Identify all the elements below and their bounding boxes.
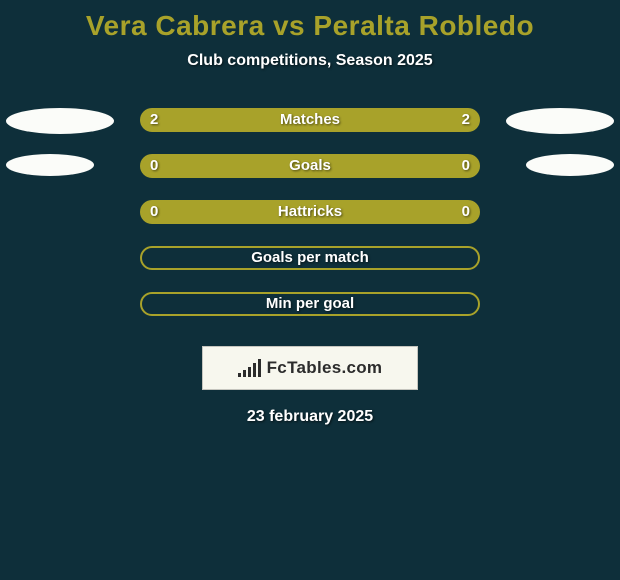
stat-bar: [140, 200, 480, 224]
player1-marker: [6, 108, 114, 134]
fctables-logo: FcTables.com: [202, 346, 418, 390]
comparison-infographic: Vera Cabrera vs Peralta Robledo Club com…: [0, 0, 620, 580]
logo-text: FcTables.com: [267, 358, 383, 378]
stat-bar: [140, 246, 480, 270]
stat-bar: [140, 154, 480, 178]
bars-icon-bar: [253, 363, 256, 377]
stat-value-right: 2: [462, 108, 470, 132]
stat-value-right: 0: [462, 200, 470, 224]
stat-value-left: 2: [150, 108, 158, 132]
stat-value-right: 0: [462, 154, 470, 178]
player2-name: Peralta Robledo: [313, 10, 534, 41]
player2-marker: [506, 108, 614, 134]
stat-row: 22Matches: [0, 108, 620, 154]
stat-row: 00Hattricks: [0, 200, 620, 246]
stat-value-left: 0: [150, 200, 158, 224]
logo-text-rest: Tables.com: [287, 358, 382, 377]
player2-marker: [526, 154, 614, 176]
stat-value-left: 0: [150, 154, 158, 178]
bars-icon-bar: [243, 370, 246, 377]
stats-rows: 22Matches00Goals00HattricksGoals per mat…: [0, 108, 620, 338]
stat-row: Goals per match: [0, 246, 620, 292]
bars-icon: [238, 359, 261, 377]
stat-row: Min per goal: [0, 292, 620, 338]
player1-marker: [6, 154, 94, 176]
footer-date: 23 february 2025: [0, 408, 620, 426]
subtitle: Club competitions, Season 2025: [0, 52, 620, 70]
page-title: Vera Cabrera vs Peralta Robledo: [0, 0, 620, 42]
bars-icon-bar: [248, 367, 251, 377]
vs-separator: vs: [273, 10, 305, 41]
bars-icon-bar: [238, 373, 241, 377]
stat-bar: [140, 292, 480, 316]
bars-icon-bar: [258, 359, 261, 377]
stat-row: 00Goals: [0, 154, 620, 200]
logo-text-fc: Fc: [267, 358, 287, 377]
player1-name: Vera Cabrera: [86, 10, 265, 41]
stat-bar: [140, 108, 480, 132]
